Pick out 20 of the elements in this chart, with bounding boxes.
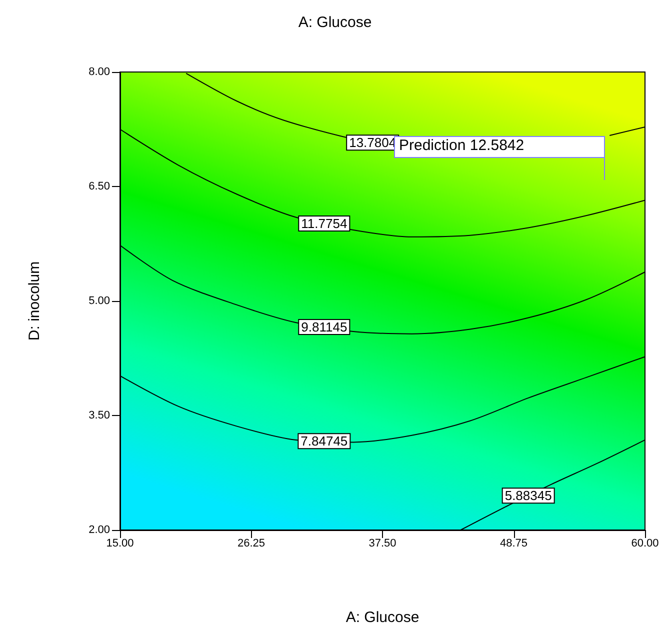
series-label: 13.7804 bbox=[349, 135, 396, 150]
chart-title: A: Glucose bbox=[298, 14, 372, 31]
annotation: Prediction 12.5842 bbox=[399, 137, 524, 154]
y-tick-label: 6.50 bbox=[88, 180, 110, 192]
y-tick-label: 2.00 bbox=[88, 524, 110, 536]
y-tick-label: 5.00 bbox=[88, 295, 110, 307]
x-tick-label: 37.50 bbox=[368, 538, 396, 550]
series-label: 11.7754 bbox=[301, 216, 348, 232]
y-tick-label: 3.50 bbox=[88, 410, 110, 422]
series-label: 9.81145 bbox=[301, 319, 348, 334]
x-axis-title: A: Glucose bbox=[346, 609, 420, 626]
flag-callout: Prediction 12.5842 bbox=[394, 136, 605, 180]
x-tick-label: 48.75 bbox=[500, 538, 528, 550]
y-tick-label: 8.00 bbox=[88, 66, 110, 78]
series-label: 5.88345 bbox=[504, 488, 552, 504]
x-tick-label: 60.00 bbox=[631, 538, 659, 550]
y-axis-title: D: inocolum bbox=[26, 261, 43, 341]
series-label: 7.84745 bbox=[300, 434, 348, 449]
x-tick-label: 15.00 bbox=[106, 538, 134, 550]
x-tick-label: 26.25 bbox=[237, 538, 266, 550]
